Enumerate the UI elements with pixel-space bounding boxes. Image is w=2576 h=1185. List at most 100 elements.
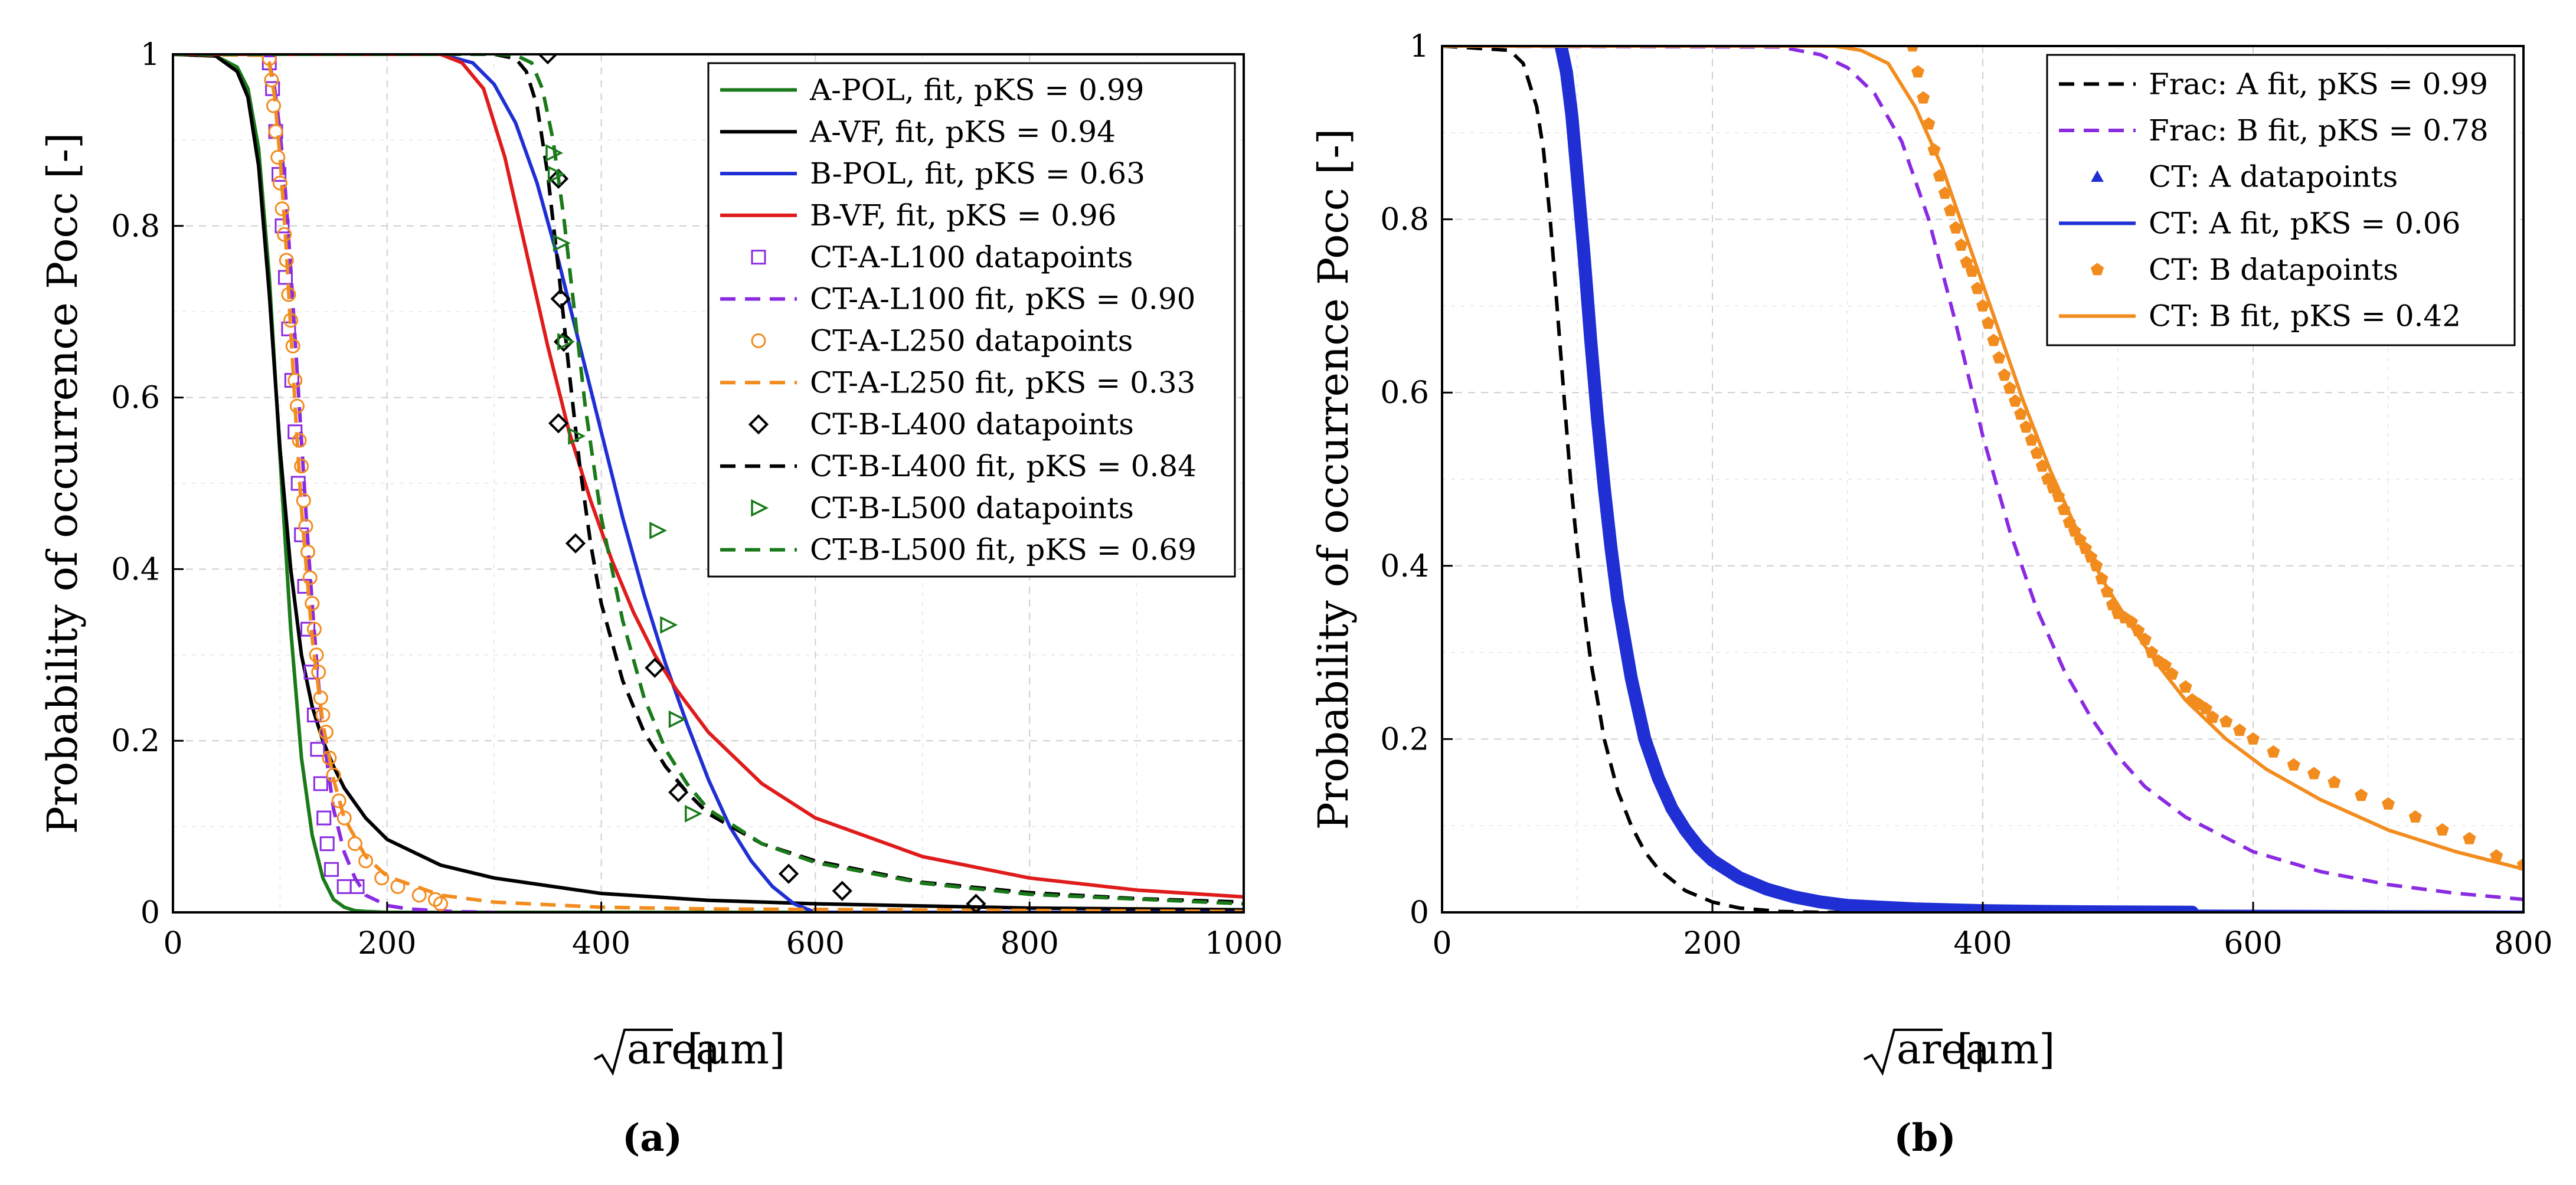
legend-label: CT: B fit, pKS = 0.42 — [2149, 299, 2461, 333]
data-point — [2179, 680, 2192, 693]
data-point — [310, 742, 325, 757]
data-point — [2233, 724, 2247, 736]
x-tick-label: 400 — [572, 926, 630, 961]
data-point — [1998, 368, 2011, 381]
data-point — [2246, 732, 2260, 745]
data-point — [668, 710, 687, 728]
data-point — [2199, 702, 2212, 715]
y-tick-label: 1 — [1410, 29, 1429, 64]
data-point — [548, 413, 569, 434]
data-point — [645, 657, 665, 678]
x-tick-label: 800 — [2494, 926, 2552, 961]
series-CT-B-L400-fit — [173, 54, 1244, 904]
data-point — [2206, 711, 2219, 724]
legend-entry-B-VF: B-VF, fit, pKS = 0.96 — [720, 198, 1117, 233]
series-line-CT-B-L500-fit — [173, 54, 1244, 906]
legend-swatch — [2090, 263, 2104, 276]
data-point — [2408, 810, 2422, 823]
series-line-B-VF — [173, 54, 1244, 899]
x-tick-label: 200 — [1683, 926, 1741, 961]
legend-entry-Frac-A-fit: Frac: A fit, pKS = 0.99 — [2059, 67, 2488, 101]
series-line-Frac-B-fit — [1442, 46, 2523, 901]
data-point — [1982, 316, 1995, 329]
data-point — [1987, 333, 2000, 346]
data-point — [1917, 91, 1930, 104]
data-point — [316, 810, 332, 826]
plot-frame-a — [172, 53, 1245, 914]
data-point — [2327, 775, 2341, 788]
x-axis-label-unit-a: [μm] — [687, 1025, 786, 1073]
data-point — [2003, 381, 2016, 394]
data-point — [2287, 758, 2300, 771]
legend-entry-CT-A-L100-fit: CT-A-L100 fit, pKS = 0.90 — [720, 282, 1195, 316]
caption-b: (b) — [1894, 1116, 1956, 1160]
x-tick-label: 200 — [358, 926, 416, 961]
series-line-CT-B-L400-fit — [173, 54, 1244, 904]
series-CT-A-L250-fit — [173, 54, 1244, 912]
legend-label: CT-A-L250 fit, pKS = 0.33 — [810, 365, 1195, 400]
data-point — [331, 793, 346, 808]
legend-label: CT-B-L500 fit, pKS = 0.69 — [810, 533, 1197, 567]
x-axis-label-unit-b: [μm] — [1957, 1025, 2055, 1073]
data-point — [298, 519, 313, 534]
x-tick-label: 0 — [1432, 926, 1452, 961]
x-axis-label-arg-a: area — [627, 1025, 720, 1073]
legend-label: CT: A datapoints — [2149, 160, 2398, 194]
legend-entry-CT-B-L400-data: CT-B-L400 datapoints — [748, 407, 1134, 441]
series-CT-A-fit — [1442, 46, 2523, 912]
data-point — [300, 621, 316, 637]
data-point — [319, 836, 335, 852]
data-point — [2463, 832, 2476, 844]
legend-label: A-VF, fit, pKS = 0.94 — [809, 114, 1116, 149]
legend-label: CT-B-L500 datapoints — [810, 491, 1134, 525]
sqrt-symbol-a — [594, 1029, 673, 1076]
data-point — [1992, 351, 2006, 364]
legend-swatch — [2091, 170, 2104, 182]
data-point — [537, 54, 558, 65]
legend-label: CT: B datapoints — [2149, 253, 2398, 287]
series-line-B-POL — [173, 54, 1244, 912]
x-axis-label-arg-b: area — [1897, 1025, 1990, 1073]
data-point — [306, 621, 322, 637]
legend-label: CT-B-L400 datapoints — [810, 407, 1134, 441]
series-line-CT-B-fit — [1442, 46, 2523, 871]
data-point — [433, 896, 448, 911]
y-tick-label: 0.6 — [1380, 375, 1429, 411]
data-point — [568, 427, 586, 445]
legend-swatch — [751, 333, 766, 348]
data-point — [277, 270, 293, 285]
series-B-VF — [173, 54, 1244, 899]
data-point — [685, 804, 702, 823]
chart-panel-b: 0 200 400 600 800 0 0.2 0.4 0.6 0.8 1 Frac: A fit,… — [1309, 29, 2553, 1160]
data-point — [1960, 256, 1973, 269]
legend-label: CT: A fit, pKS = 0.06 — [2149, 206, 2460, 240]
legend-swatch — [748, 414, 769, 435]
data-point — [565, 533, 586, 554]
legend-box — [2046, 54, 2516, 346]
y-tick-label: 0.8 — [111, 209, 160, 244]
y-axis-label-a: Probability of occurrence Pocc [-] — [38, 133, 87, 834]
y-tick-label: 0 — [1410, 895, 1429, 931]
legend-label: Frac: A fit, pKS = 0.99 — [2149, 67, 2488, 101]
legend-b: Frac: A fit, pKS = 0.99 Frac: B fit, pKS … — [2046, 54, 2516, 346]
x-tick-label: 1000 — [1205, 926, 1283, 961]
data-point — [2355, 788, 2368, 801]
legend-label: Frac: B fit, pKS = 0.78 — [2149, 113, 2489, 148]
caption-a: (a) — [622, 1116, 682, 1160]
data-point — [2219, 715, 2233, 728]
x-tick-label: 400 — [1953, 926, 2012, 961]
sqrt-symbol-b — [1864, 1029, 1943, 1076]
data-point — [274, 218, 290, 234]
ticks-b: 0 200 400 600 800 0 0.2 0.4 0.6 0.8 1 — [1380, 29, 2552, 961]
legend-entry-B-POL: B-POL, fit, pKS = 0.63 — [720, 156, 1145, 191]
y-axis-label-b: Probability of occurrence Pocc [-] — [1309, 129, 1358, 830]
legend-swatch — [751, 499, 769, 517]
legend-label: A-POL, fit, pKS = 0.99 — [809, 73, 1144, 107]
series-group-a — [173, 54, 1244, 912]
series-Frac-B-fit — [1442, 46, 2523, 901]
data-point — [649, 522, 668, 539]
legend-entry-CT-B-fit: CT: B fit, pKS = 0.42 — [2059, 299, 2461, 333]
series-CT-B-L500-data — [545, 144, 702, 823]
y-tick-label: 0.6 — [111, 381, 160, 416]
series-line-CT-A-fit — [1442, 46, 2523, 912]
